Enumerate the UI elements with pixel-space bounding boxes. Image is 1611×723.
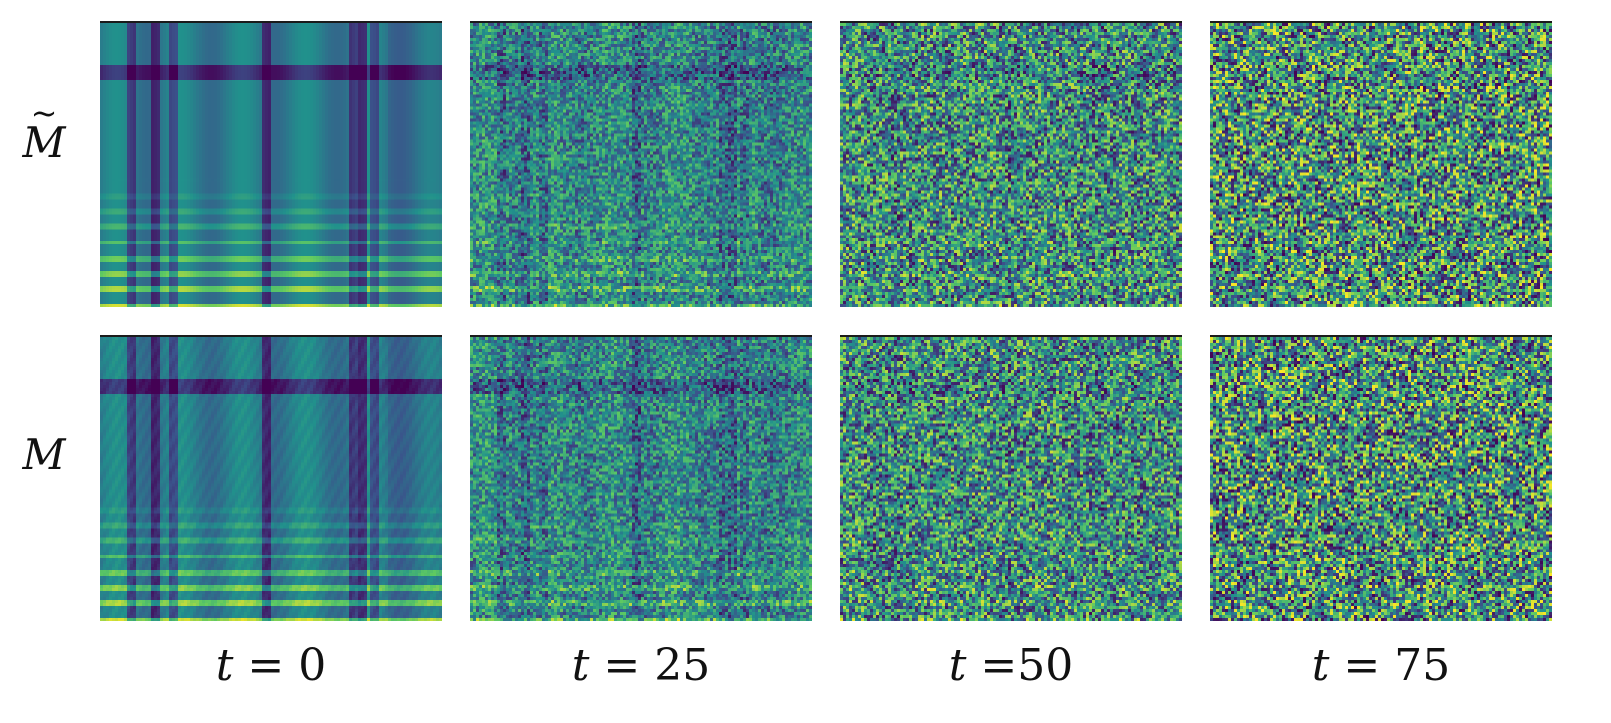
timestep-label-50: t =50 bbox=[948, 640, 1074, 691]
spectrogram-m-t25 bbox=[470, 335, 812, 621]
spectrogram-m-tilde-t0 bbox=[100, 21, 442, 307]
row-label-m-tilde: M bbox=[0, 118, 88, 167]
spectrogram-m-t0 bbox=[100, 335, 442, 621]
timestep-label-0: t = 0 bbox=[215, 640, 327, 691]
timestep-label-25: t = 25 bbox=[571, 640, 711, 691]
spectrogram-m-t75 bbox=[1210, 335, 1552, 621]
spectrogram-m-tilde-t25 bbox=[470, 21, 812, 307]
spectrogram-m-tilde-t75 bbox=[1210, 21, 1552, 307]
spectrogram-m-tilde-t50 bbox=[840, 21, 1182, 307]
spectrogram-m-t50 bbox=[840, 335, 1182, 621]
timestep-label-75: t = 75 bbox=[1311, 640, 1451, 691]
row-label-m: M bbox=[22, 430, 66, 479]
